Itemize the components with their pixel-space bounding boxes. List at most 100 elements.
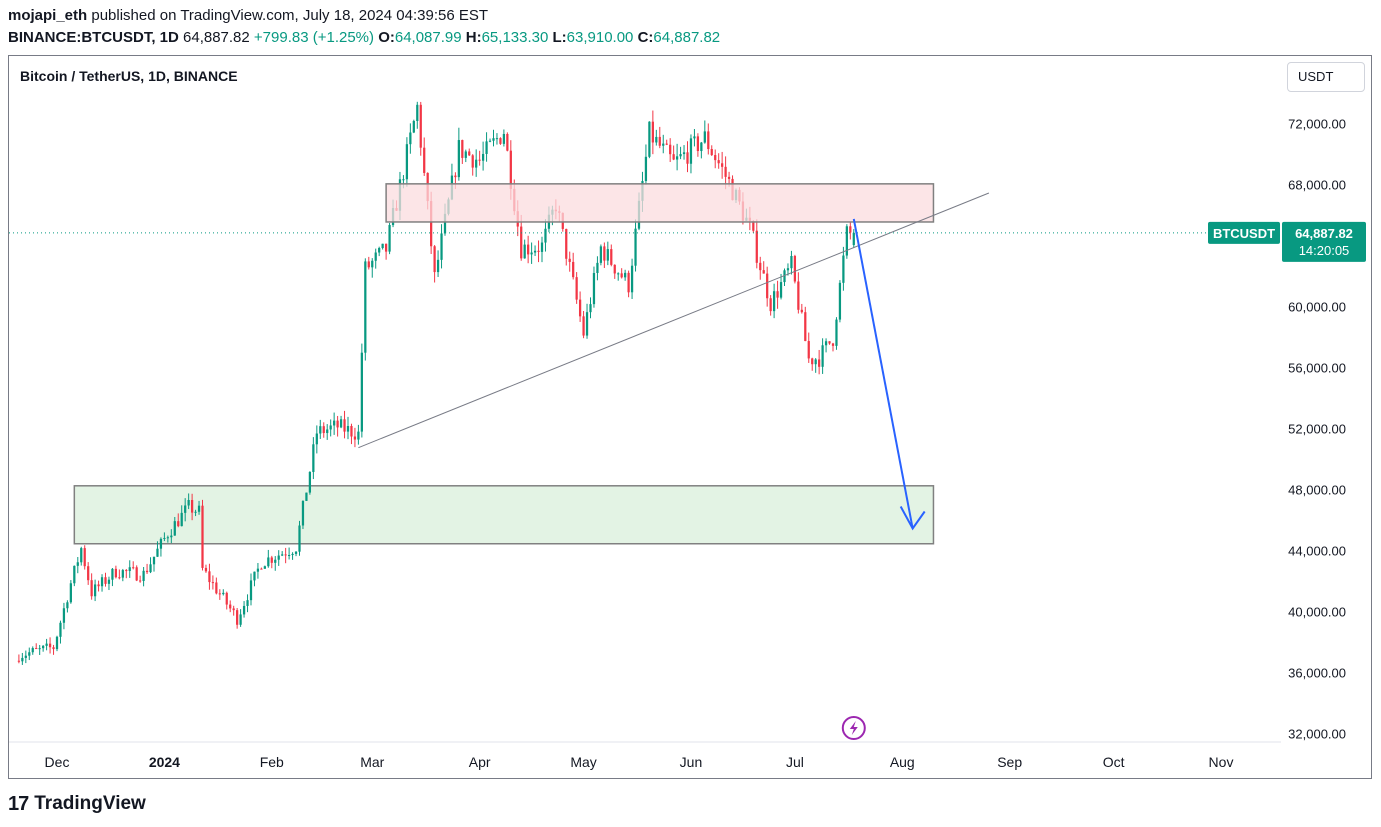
candle-body bbox=[173, 521, 176, 536]
candle-body bbox=[48, 643, 52, 648]
candle-body bbox=[457, 140, 460, 178]
candle-body bbox=[492, 138, 495, 141]
candle-body bbox=[384, 243, 388, 252]
candle-body bbox=[90, 580, 93, 597]
candle-body bbox=[139, 580, 142, 582]
candle-body bbox=[797, 281, 800, 310]
support-zone[interactable] bbox=[73, 485, 935, 545]
price-axis-label: 40,000.00 bbox=[1288, 604, 1346, 619]
candle-body bbox=[378, 248, 381, 253]
candle-body bbox=[533, 250, 537, 253]
price-axis-label: 56,000.00 bbox=[1288, 360, 1346, 375]
candle-body bbox=[360, 352, 363, 432]
candle-body bbox=[599, 246, 603, 263]
candle-body bbox=[263, 566, 266, 569]
candle-body bbox=[73, 565, 76, 584]
candle-body bbox=[336, 420, 339, 428]
candle-body bbox=[66, 602, 69, 609]
candle-body bbox=[236, 610, 239, 625]
candle-body bbox=[630, 265, 634, 293]
candle-body bbox=[627, 272, 630, 293]
last-price-tag-value: 64,887.82 bbox=[1295, 226, 1353, 241]
author-name[interactable]: mojapi_eth bbox=[8, 7, 88, 24]
candle-body bbox=[648, 121, 651, 157]
candle-body bbox=[634, 228, 637, 266]
time-axis-label: Mar bbox=[360, 754, 384, 770]
ascending-trendline[interactable] bbox=[358, 192, 990, 449]
candle-body bbox=[572, 261, 575, 278]
candle-body bbox=[717, 160, 720, 164]
time-axis-label: Jul bbox=[786, 754, 804, 770]
candle-body bbox=[617, 273, 620, 275]
candle-body bbox=[190, 500, 194, 513]
price-axis-label: 72,000.00 bbox=[1288, 116, 1346, 131]
candle-body bbox=[582, 316, 585, 336]
candle-body bbox=[624, 272, 627, 278]
candle-body bbox=[80, 548, 83, 563]
candle-body bbox=[478, 159, 481, 161]
candle-body bbox=[253, 571, 256, 581]
candle-body bbox=[121, 570, 124, 578]
candle-body bbox=[353, 436, 357, 440]
open-label: O: bbox=[378, 29, 395, 46]
candle-body bbox=[454, 175, 457, 178]
candle-body bbox=[28, 652, 31, 656]
candle-body bbox=[180, 512, 183, 527]
candle-body bbox=[475, 159, 478, 168]
candle-body bbox=[225, 592, 228, 605]
candle-body bbox=[125, 570, 128, 572]
candle-body bbox=[509, 150, 512, 189]
candle-body bbox=[87, 566, 90, 581]
candle-body bbox=[256, 568, 260, 572]
candle-body bbox=[281, 554, 284, 556]
candle-body bbox=[97, 584, 100, 587]
price-change: +799.83 (+1.25%) bbox=[253, 29, 375, 46]
close-value: 64,887.82 bbox=[653, 29, 721, 46]
candle-body bbox=[669, 144, 672, 155]
candle-body bbox=[603, 246, 606, 261]
candle-body bbox=[651, 121, 654, 143]
price-axis-label: 52,000.00 bbox=[1288, 421, 1346, 436]
candle-body bbox=[156, 548, 159, 557]
candle-body bbox=[294, 551, 298, 554]
tradingview-brand[interactable]: TradingView bbox=[34, 793, 146, 814]
price-axis-label: 32,000.00 bbox=[1288, 726, 1346, 741]
candle-body bbox=[838, 282, 842, 320]
candle-body bbox=[821, 345, 824, 367]
candle-body bbox=[430, 201, 433, 247]
candle-body bbox=[700, 142, 703, 152]
chart-frame[interactable]: 72,000.00 68,000.00 60,000.00 56,000.00 52,0… bbox=[8, 55, 1372, 779]
candle-body bbox=[811, 358, 814, 365]
candle-body bbox=[537, 250, 540, 252]
projection-arrow-shaft[interactable] bbox=[852, 218, 914, 529]
price-chart[interactable]: 72,000.00 68,000.00 60,000.00 56,000.00 52,0… bbox=[9, 56, 1371, 778]
candle-body bbox=[606, 249, 609, 261]
candle-body bbox=[215, 582, 218, 594]
symbol-tag-label: BTCUSDT bbox=[1213, 226, 1275, 241]
candle-body bbox=[772, 291, 776, 312]
candle-body bbox=[727, 176, 731, 179]
candle-body bbox=[298, 525, 301, 552]
candle-body bbox=[762, 270, 765, 274]
candle-body bbox=[610, 249, 613, 265]
candle-body bbox=[350, 425, 353, 437]
candle-body bbox=[343, 419, 346, 432]
candle-body bbox=[346, 425, 350, 432]
candle-body bbox=[416, 104, 419, 121]
candle-body bbox=[831, 343, 835, 346]
candle-body bbox=[111, 568, 114, 580]
candle-body bbox=[55, 636, 59, 650]
candle-body bbox=[405, 144, 409, 180]
candle-body bbox=[42, 645, 45, 649]
candle-body bbox=[31, 648, 34, 653]
candle-body bbox=[665, 143, 668, 145]
resistance-zone[interactable] bbox=[385, 183, 935, 223]
time-axis-label: Sep bbox=[997, 754, 1022, 770]
candle-body bbox=[696, 136, 700, 152]
candle-body bbox=[388, 225, 391, 252]
candle-body bbox=[184, 505, 187, 513]
candle-body bbox=[208, 571, 211, 583]
currency-selector[interactable]: USDT bbox=[1287, 62, 1365, 92]
candle-body bbox=[284, 554, 287, 556]
candle-body bbox=[824, 341, 828, 346]
